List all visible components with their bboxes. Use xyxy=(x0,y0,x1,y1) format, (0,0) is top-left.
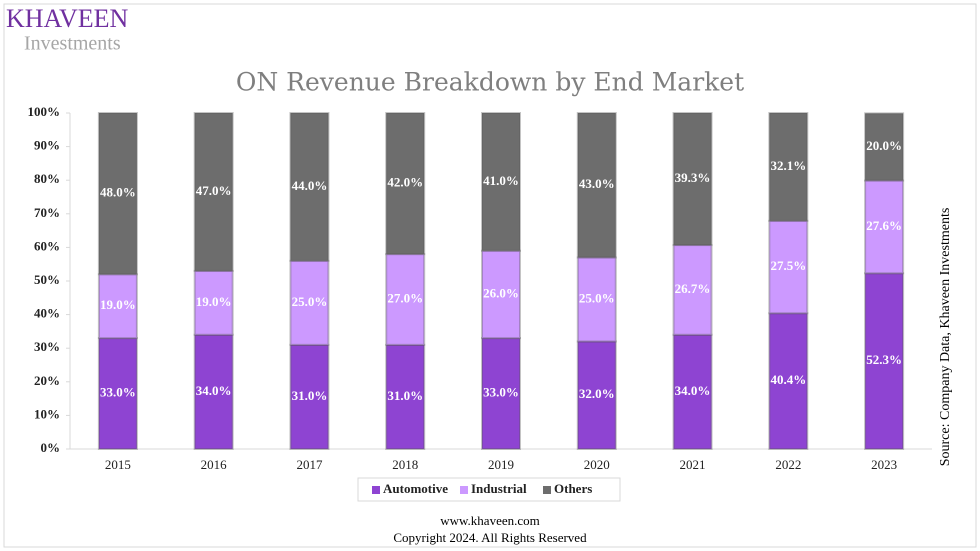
bar-segment xyxy=(97,337,138,450)
value-label: 41.0% xyxy=(483,173,519,188)
bar-segment xyxy=(97,273,138,340)
value-label: 48.0% xyxy=(100,185,136,200)
value-label: 33.0% xyxy=(483,385,519,400)
bar-segment xyxy=(672,112,713,247)
value-label: 33.0% xyxy=(100,385,136,400)
bar-segment xyxy=(864,179,905,275)
bar-segment xyxy=(768,219,809,315)
bar-segment xyxy=(768,112,809,222)
logo-name: KHAVEEN xyxy=(6,4,129,33)
y-tick-label: 80% xyxy=(34,171,60,186)
y-tick-label: 90% xyxy=(34,138,60,153)
legend-label: Others xyxy=(554,481,592,496)
bar-segment xyxy=(768,312,809,451)
bar-segment xyxy=(672,244,713,336)
bar-segment xyxy=(289,259,330,346)
value-label: 27.6% xyxy=(866,218,902,233)
x-tick-label: 2022 xyxy=(775,457,801,472)
x-tick-label: 2019 xyxy=(488,457,514,472)
bar-segment xyxy=(481,249,521,340)
x-tick-label: 2018 xyxy=(392,457,418,472)
bar-segment xyxy=(576,112,617,259)
y-tick-label: 70% xyxy=(34,205,60,220)
y-tick-label: 50% xyxy=(34,272,60,287)
value-label: 39.3% xyxy=(675,170,711,185)
bar-segment xyxy=(193,112,234,272)
y-tick-label: 0% xyxy=(41,440,61,455)
bar-segment xyxy=(289,343,330,450)
value-label: 25.0% xyxy=(292,294,328,309)
bar-segment xyxy=(193,269,234,336)
value-label: 34.0% xyxy=(675,383,711,398)
y-tick-label: 40% xyxy=(34,306,60,321)
value-label: 43.0% xyxy=(579,176,615,191)
bar-segment xyxy=(672,333,713,451)
legend-box xyxy=(357,477,621,502)
bar-segment xyxy=(193,333,234,451)
footer-website: www.khaveen.com xyxy=(440,513,540,528)
x-tick-label: 2020 xyxy=(584,457,610,472)
value-label: 40.4% xyxy=(770,372,806,387)
bar-segment xyxy=(385,112,426,256)
x-tick-label: 2015 xyxy=(105,457,131,472)
value-label: 34.0% xyxy=(196,383,232,398)
value-label: 47.0% xyxy=(196,183,232,198)
value-label: 26.0% xyxy=(483,285,519,300)
x-tick-label: 2016 xyxy=(201,457,228,472)
logo-tagline: Investments xyxy=(24,33,121,55)
value-label: 27.5% xyxy=(770,258,806,273)
footer-copyright: Copyright 2024. All Rights Reserved xyxy=(393,530,587,545)
value-label: 20.0% xyxy=(866,138,902,153)
legend-swatch xyxy=(460,486,468,494)
value-label: 31.0% xyxy=(387,388,423,403)
source: Source: Company Data, Khaveen Investment… xyxy=(938,208,953,467)
value-label: 19.0% xyxy=(196,294,232,309)
bar-segment xyxy=(385,343,426,450)
bar-segment xyxy=(289,112,330,262)
value-label: 25.0% xyxy=(579,290,615,305)
x-tick-label: 2021 xyxy=(680,457,706,472)
legend-label: Industrial xyxy=(471,481,527,496)
chart-title: ON Revenue Breakdown by End Market xyxy=(236,68,744,97)
x-tick-label: 2023 xyxy=(871,457,897,472)
x-tick-label: 2017 xyxy=(296,457,323,472)
value-label: 26.7% xyxy=(675,281,711,296)
legend-label: Automotive xyxy=(383,481,448,496)
bar-segment xyxy=(385,253,426,346)
bar-segment xyxy=(864,112,905,182)
value-label: 32.1% xyxy=(770,158,806,173)
value-label: 19.0% xyxy=(100,297,136,312)
y-tick-label: 10% xyxy=(34,406,60,421)
bar-segment xyxy=(481,337,521,450)
y-tick-label: 100% xyxy=(28,104,61,119)
value-label: 42.0% xyxy=(387,175,423,190)
legend-swatch xyxy=(372,486,380,494)
value-label: 31.0% xyxy=(292,388,328,403)
value-label: 32.0% xyxy=(579,386,615,401)
y-tick-label: 20% xyxy=(34,373,60,388)
value-label: 52.3% xyxy=(866,352,902,367)
bar-segment xyxy=(576,256,617,343)
y-tick-label: 60% xyxy=(34,238,60,253)
value-label: 27.0% xyxy=(387,290,423,305)
y-tick-label: 30% xyxy=(34,339,60,354)
bar-segment xyxy=(576,340,617,451)
legend-swatch xyxy=(543,486,551,494)
bar-segment xyxy=(481,112,521,252)
bar-segment xyxy=(97,112,138,276)
frame xyxy=(3,3,977,548)
value-label: 44.0% xyxy=(292,178,328,193)
